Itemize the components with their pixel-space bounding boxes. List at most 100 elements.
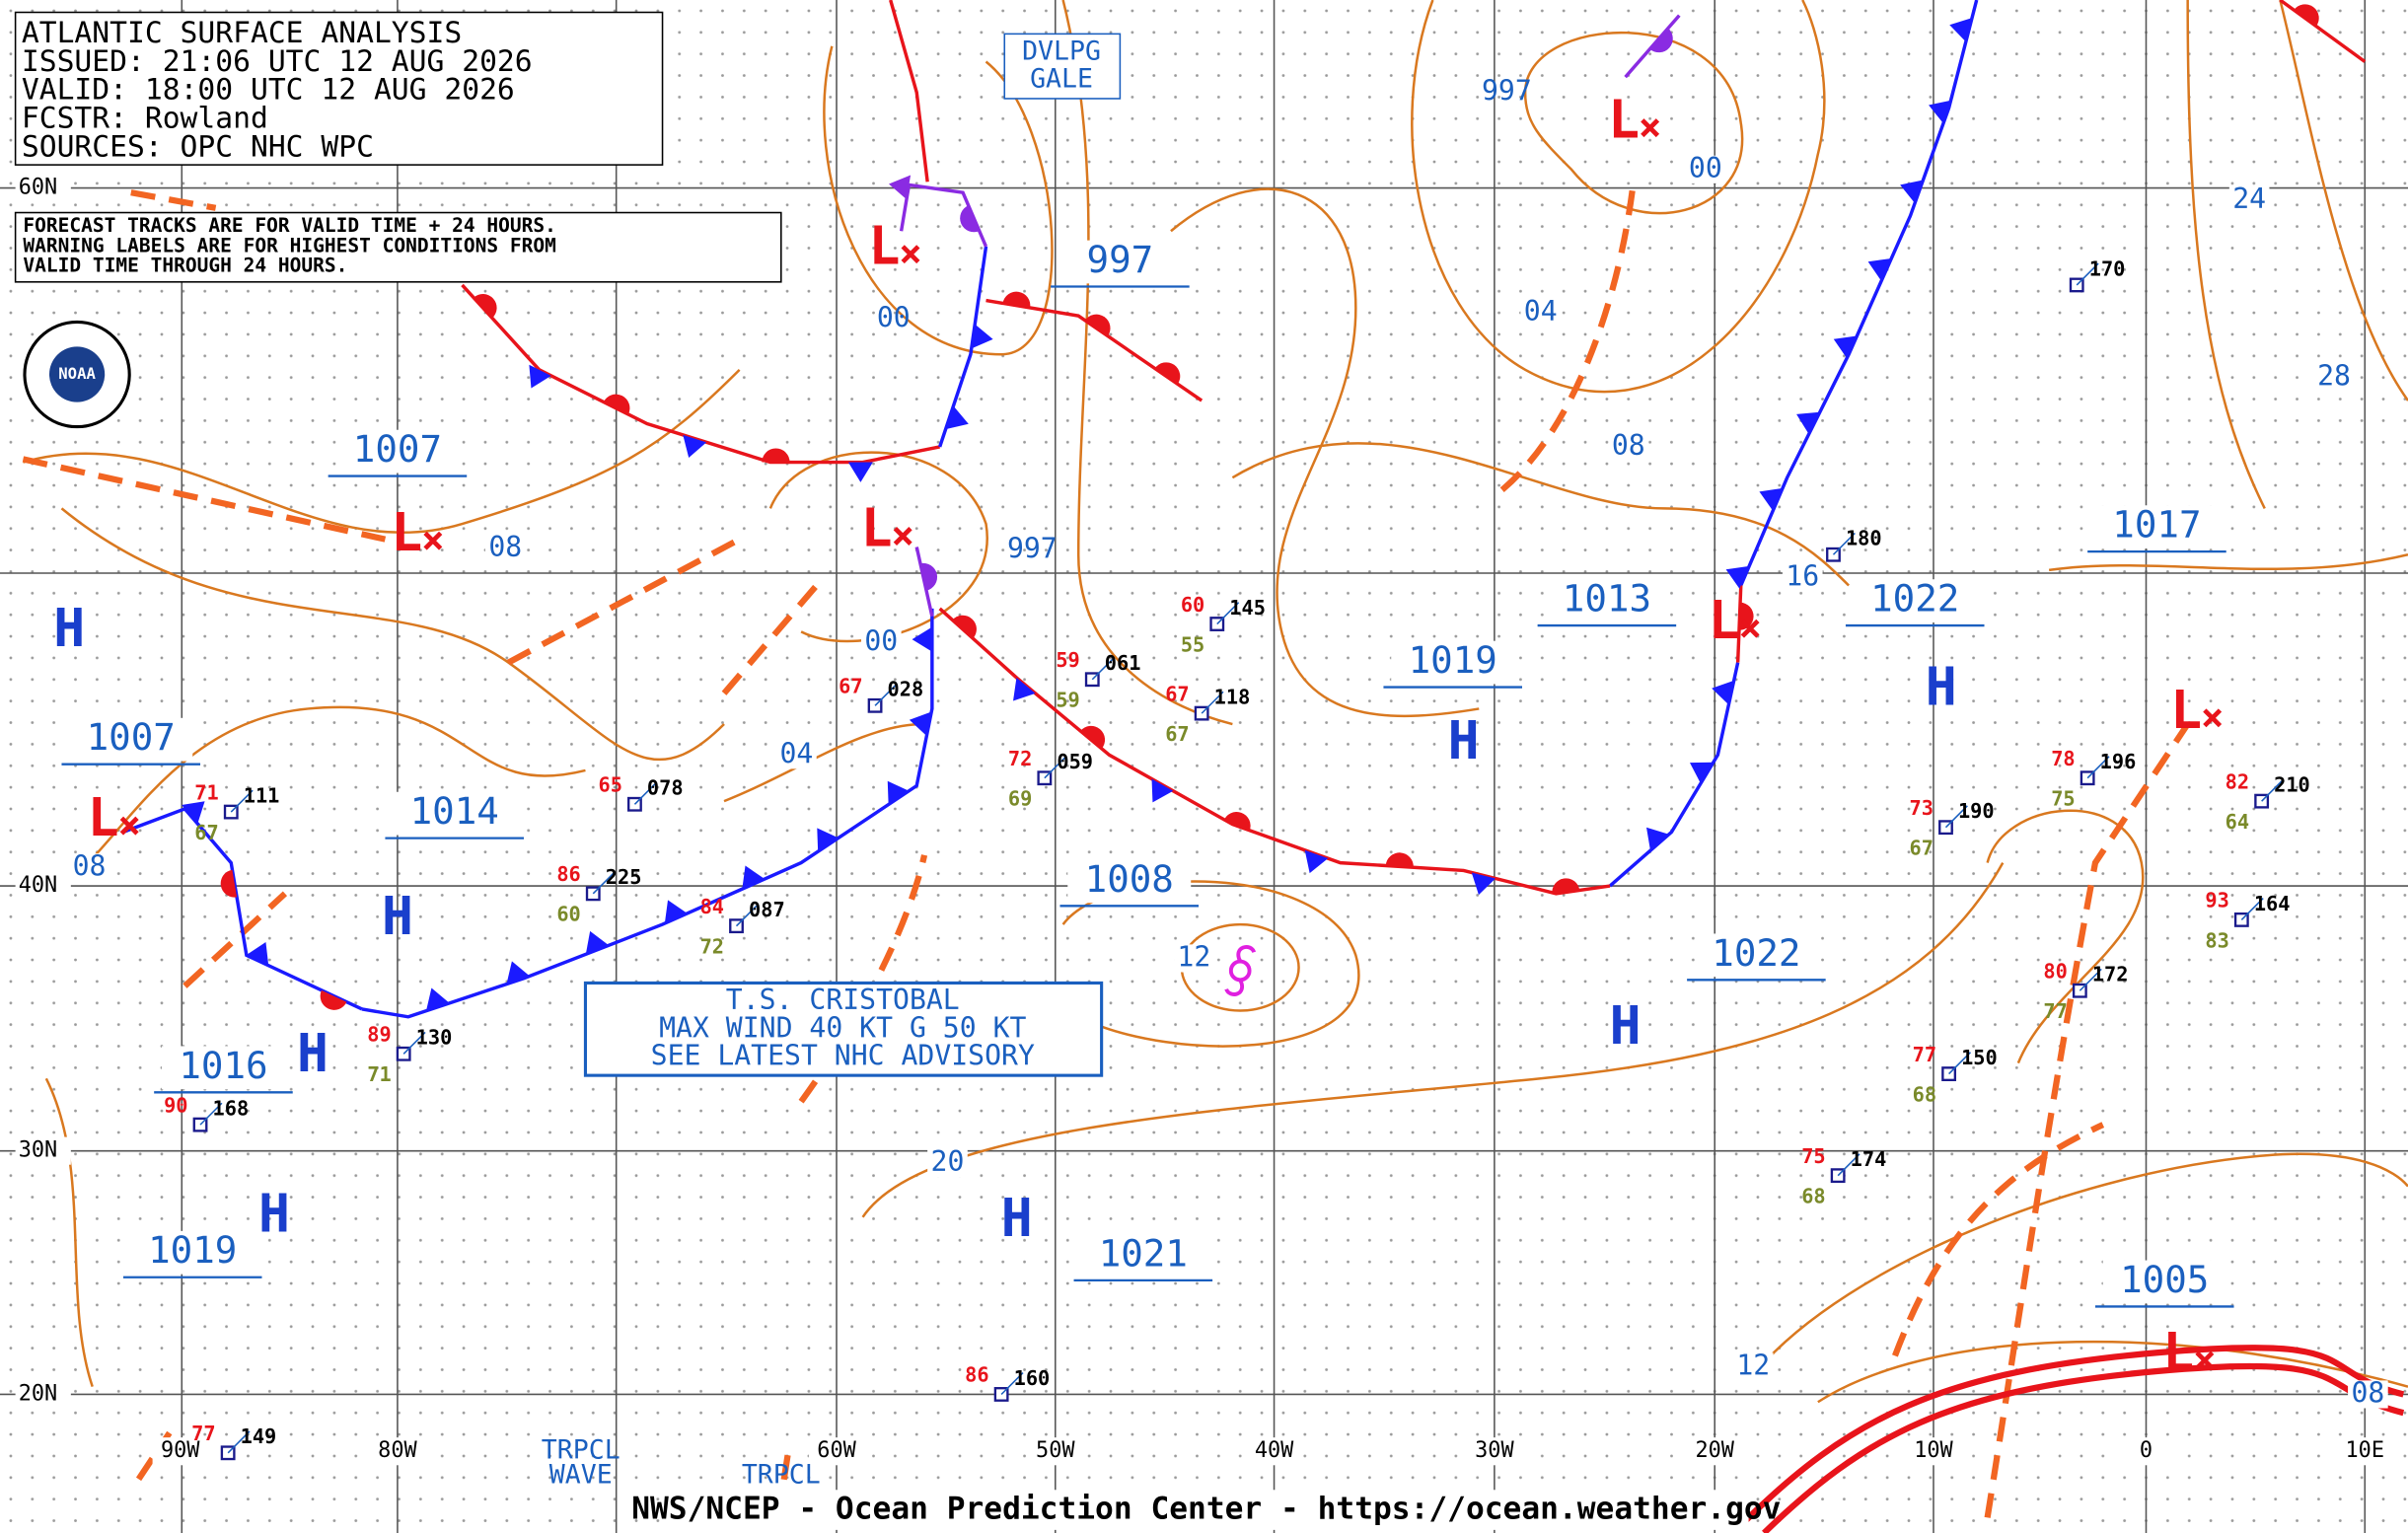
lat-label: 30N	[19, 1138, 57, 1163]
logo-text: NOAA	[58, 365, 96, 383]
cold-front-pip	[182, 801, 205, 824]
wind-barb	[592, 871, 616, 895]
station-pressure: 168	[213, 1097, 250, 1121]
gale-box	[1003, 33, 1122, 100]
warm-front-pip	[1084, 314, 1111, 336]
low-center: L	[2170, 680, 2202, 741]
warm-front-pip	[952, 615, 977, 639]
cold-front-pip	[425, 987, 450, 1011]
station-temp: 59	[1056, 648, 1079, 672]
front-line	[2279, 0, 2367, 63]
cold-front-pip	[585, 930, 610, 955]
lat-label-bg	[15, 174, 71, 202]
wind-barb	[402, 1031, 426, 1055]
cold-front-pip	[742, 865, 766, 890]
high-center: H	[297, 1023, 328, 1084]
pressure-label-bg	[393, 791, 517, 836]
lat-label: 40N	[19, 873, 57, 898]
isobars	[23, 0, 2408, 1404]
high-center: H	[258, 1183, 290, 1244]
note-line: FORECAST TRACKS ARE FOR VALID TIME + 24 …	[23, 214, 555, 237]
pressure-label-bg	[1081, 1234, 1205, 1278]
wind-barb	[735, 904, 759, 927]
low-x	[1740, 619, 1760, 638]
wave-label: WAVE	[549, 1460, 613, 1491]
low-center: L	[1608, 90, 1640, 151]
wind-barb	[2079, 968, 2102, 991]
cold-front-pip	[1796, 411, 1820, 435]
isobar-label: 12	[1177, 940, 1210, 973]
isobar-label: 04	[779, 737, 813, 769]
wind-barb	[1216, 602, 1240, 625]
station-pressure: 111	[244, 783, 280, 807]
wind-barb	[633, 781, 657, 805]
footer-bg	[662, 1490, 1749, 1530]
warm-front-pip	[1649, 28, 1673, 53]
pressure-label: 997	[1087, 238, 1154, 281]
pressure-value: 1022	[1870, 577, 1959, 620]
wind-barb	[874, 683, 898, 706]
cold-front-pip	[1151, 778, 1174, 803]
low-center: L	[861, 497, 893, 558]
pressure-value: 1005	[2120, 1258, 2209, 1301]
warm-front-pip	[320, 989, 347, 1010]
lon-label-bg	[1027, 1437, 1083, 1466]
pressure-value: 997	[1007, 533, 1058, 565]
header-line: SOURCES: OPC NHC WPC	[22, 128, 374, 163]
cold-front-pip	[1013, 677, 1036, 701]
front-line	[889, 0, 929, 182]
cold-front-pip	[1949, 18, 1973, 42]
storm-label: T.S. CRISTOBAL	[726, 984, 960, 1016]
front-line	[938, 607, 1611, 896]
pressure-value: 1022	[1712, 931, 1800, 975]
header-line: VALID: 18:00 UTC 12 AUG 2026	[22, 72, 515, 107]
station-pressure: 225	[606, 865, 642, 889]
front-line	[985, 298, 1204, 402]
cold-front-pip	[1833, 335, 1858, 359]
isobar-label: 08	[488, 531, 522, 563]
isobar-label: 08	[73, 849, 107, 882]
gale-label: DVLPG	[1022, 36, 1101, 67]
low-x	[1641, 118, 1660, 138]
lon-label-bg	[808, 1437, 865, 1466]
low-center: L	[2162, 1322, 2194, 1383]
storm-label: SEE LATEST NHC ADVISORY	[651, 1039, 1035, 1071]
station-pressure: 150	[1961, 1046, 1998, 1069]
cold-front-pip	[1867, 258, 1892, 281]
lon-label-bg	[1466, 1437, 1522, 1466]
station-dewpoint: 60	[556, 903, 580, 926]
cold-front-pip	[817, 828, 839, 852]
cold-front-pip	[1471, 872, 1496, 896]
isobar-label: 00	[864, 624, 898, 657]
lat-label-bg	[15, 871, 71, 901]
lat-label-bg	[15, 1380, 71, 1409]
cold-front-pip	[909, 711, 932, 736]
warm-front-pip	[1154, 362, 1181, 385]
high-center: H	[53, 598, 85, 659]
pressure-label: 1008	[1085, 857, 1174, 901]
cold-front-pip	[945, 405, 969, 430]
wave-label: TRPCL	[742, 1460, 821, 1491]
lat-label: 60N	[19, 176, 57, 200]
station-pressure: 190	[1958, 799, 1995, 823]
wind-barb	[1944, 805, 1968, 829]
station-pressure: 059	[1057, 750, 1093, 773]
lat-label: 20N	[19, 1381, 57, 1406]
cold-front-pip	[888, 175, 912, 200]
lon-label: 50W	[1036, 1438, 1075, 1463]
low-x	[893, 527, 912, 546]
lon-label-bg	[2118, 1437, 2174, 1466]
isobar-label-bg	[1174, 944, 1214, 973]
front-line	[122, 806, 363, 1011]
header-line: FCSTR: Rowland	[22, 101, 268, 135]
front-line	[938, 246, 988, 448]
cold-front-pip	[529, 364, 551, 389]
isobar-label: 08	[1612, 429, 1645, 462]
cold-front-pip	[1646, 827, 1669, 851]
station-dewpoint: 69	[1008, 787, 1032, 811]
pressure-value: 1007	[87, 715, 176, 759]
low-center: L	[391, 502, 422, 563]
station-dewpoint: 64	[2226, 810, 2249, 834]
pressure-value: 1016	[179, 1044, 267, 1087]
lon-label-bg	[152, 1437, 208, 1466]
